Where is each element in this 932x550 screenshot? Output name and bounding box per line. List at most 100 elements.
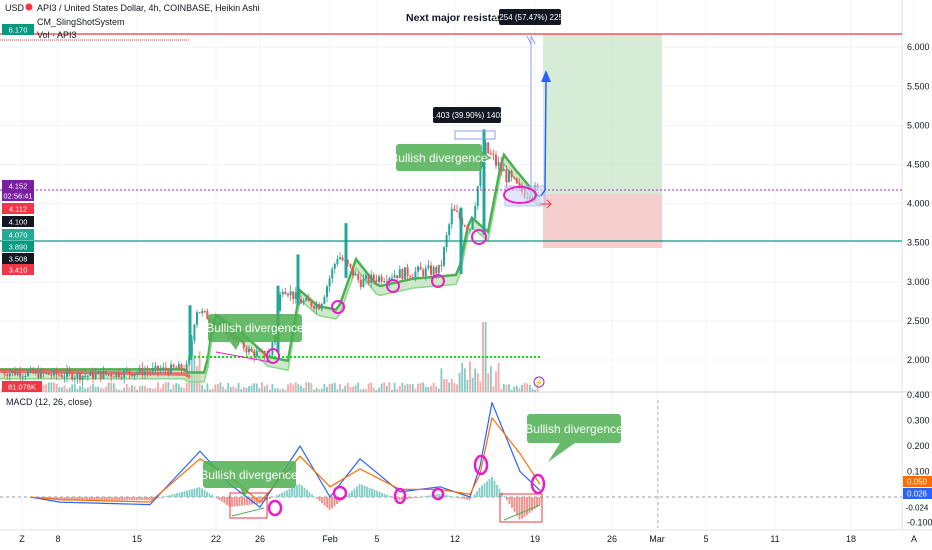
price-badge: 4.100 (2, 216, 34, 227)
macd-histogram-bar (346, 495, 348, 497)
candle-body (115, 372, 118, 378)
macd-histogram-bar (106, 497, 108, 501)
candle-body (123, 370, 126, 378)
symbol-title[interactable]: API3 / United States Dollar, 4h, COINBAS… (37, 3, 260, 13)
volume-bar (396, 388, 399, 392)
time-axis[interactable]: Z 8 15 22 26 Feb 5 12 19 26 Mar 5 11 18 A (19, 534, 917, 544)
volume-bar (245, 387, 248, 392)
macd-histogram-bar (226, 497, 228, 505)
macd-histogram-bar (498, 488, 501, 497)
macd-histogram-bar (316, 497, 318, 499)
price-axis[interactable]: 6.000 5.500 5.000 4.500 4.000 3.500 3.000 2.500… (907, 42, 930, 365)
bullish-divergence-callout-1[interactable]: Bullish divergence (390, 144, 492, 171)
indicator-2-name[interactable]: Vol · API3 (37, 30, 77, 40)
candle-body (133, 373, 136, 377)
volume-bar (362, 388, 365, 392)
macd-histogram-bar (208, 493, 211, 497)
macd-histogram-bar (61, 497, 63, 501)
macd-lines (29, 402, 541, 508)
macd-histogram-bar (533, 497, 536, 510)
candle-body (287, 294, 289, 296)
volume-bar (331, 383, 334, 392)
macd-axis[interactable]: 0.400 0.300 0.200 0.100 -0.100 0.050 0.026 -0.0… (903, 390, 932, 528)
candle-body (326, 286, 328, 297)
candle-body (344, 223, 348, 278)
bullish-divergence-callout-4[interactable]: Bullish divergence (525, 414, 623, 462)
macd-histogram-bar (98, 497, 101, 501)
volume-bar (500, 389, 503, 392)
indicator-1-name[interactable]: CM_SlingShotSystem (37, 17, 125, 27)
macd-badge: -0.024 (903, 502, 932, 513)
volume-bar (60, 387, 63, 392)
target-zone[interactable] (543, 34, 662, 194)
candle-body (409, 276, 412, 278)
volume-bar (206, 383, 209, 392)
volume-bar (344, 385, 347, 392)
divergence-circle (471, 229, 487, 245)
candle-body (188, 355, 191, 365)
volume-bar (250, 385, 253, 392)
macd-histogram-bar (301, 485, 303, 497)
bullish-divergence-callout-2[interactable]: Bullish divergence (206, 314, 304, 350)
macd-histogram-bar (408, 497, 411, 499)
candle-body (463, 225, 466, 227)
volume-bar (359, 389, 362, 392)
candle-body (430, 265, 432, 275)
time-tick-label: 26 (607, 534, 617, 544)
macd-histogram-bar (423, 496, 426, 498)
candle-body (144, 371, 146, 376)
candle-body (180, 364, 183, 370)
macd-histogram-bar (238, 497, 241, 506)
macd-histogram-bar (376, 490, 378, 497)
macd-histogram-bar (198, 487, 201, 497)
volume-bar (380, 383, 383, 392)
macd-histogram-bar (298, 483, 301, 497)
candle-body (8, 373, 11, 377)
volume-bar (534, 389, 536, 392)
time-tick-label: 22 (211, 534, 221, 544)
volume-bar (365, 389, 367, 392)
macd-divergence-circle (431, 487, 445, 501)
candle-body (125, 370, 128, 372)
lightning-glyph-icon: ⚡ (535, 378, 544, 387)
lightning-icon[interactable] (533, 376, 545, 388)
measure-box[interactable] (454, 130, 496, 140)
macd-divergence-box-2[interactable] (499, 493, 543, 523)
candle-body (19, 372, 22, 378)
macd-histogram-bar (458, 497, 461, 498)
macd-histogram-bar (366, 486, 368, 497)
macd-histogram-bar (281, 492, 283, 497)
macd-histogram-bar (268, 497, 271, 499)
target-label: 2.254 (57.47%) 2254 (493, 13, 568, 22)
macd-histogram-bar (473, 494, 476, 497)
stop-zone[interactable] (543, 194, 662, 248)
macd-histogram-bar (421, 496, 423, 498)
macd-badge: 0.050 (903, 476, 932, 487)
price-badge: 4.152 (2, 180, 34, 191)
measure-label: 1.403 (39.90%) 1403 (430, 111, 505, 120)
macd-histogram-bar (116, 497, 118, 501)
candle-body (307, 297, 310, 302)
macd-histogram-bar (188, 489, 191, 497)
price-badge: 4.070 (2, 229, 34, 240)
macd-histogram-bar (293, 486, 296, 497)
volume-bar (391, 389, 393, 392)
candle-body (157, 365, 159, 371)
volume-bar (487, 373, 490, 392)
candle-body (318, 304, 321, 310)
candle-body (47, 372, 50, 375)
volume-bar (227, 383, 230, 392)
candle-body (55, 370, 58, 375)
price-badge-label: 3.508 (9, 255, 28, 264)
candle-body (149, 371, 152, 373)
candle-body (1, 371, 3, 373)
candle-body (302, 300, 305, 304)
target-arrow[interactable] (540, 79, 547, 197)
candle-body (349, 263, 352, 267)
candle-body (146, 371, 149, 373)
candle-body (255, 351, 258, 357)
bullish-divergence-callout-3[interactable]: Bullish divergence (200, 461, 298, 497)
volume-bar (102, 388, 105, 392)
macd-divergence-box-1[interactable] (229, 492, 268, 519)
